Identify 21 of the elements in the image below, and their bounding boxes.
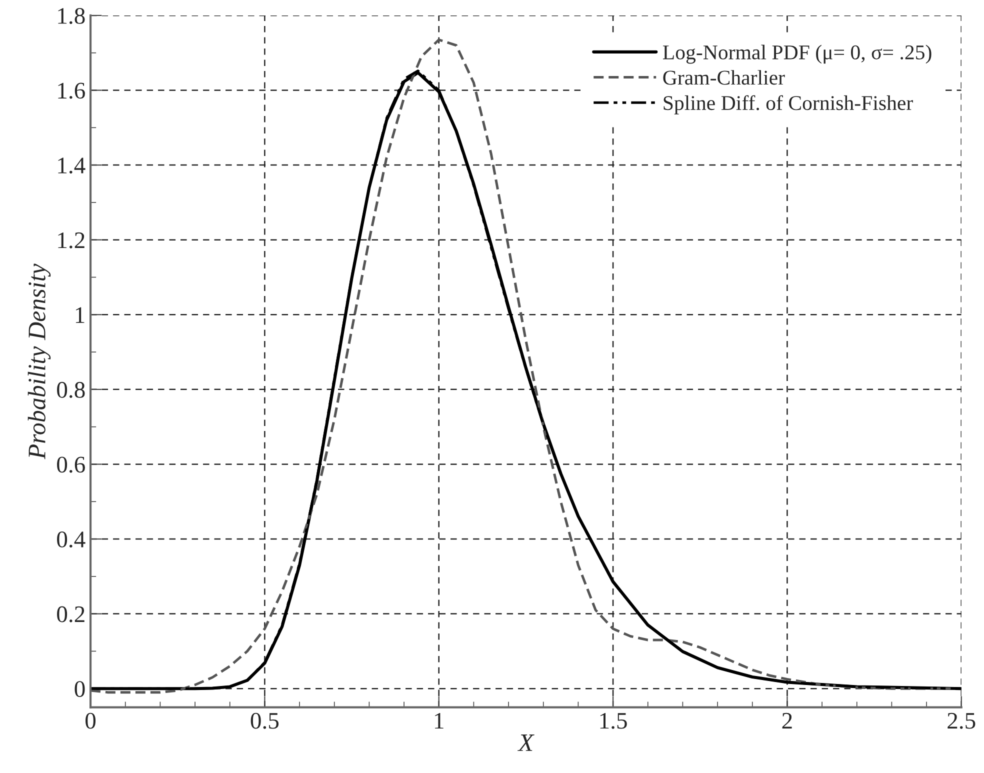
y-tick-label: 1.8 [58, 8, 85, 24]
y-axis-title: Probability Density [28, 264, 51, 460]
x-tick-label: 2 [782, 712, 792, 729]
legend-label: Gram-Charlier [663, 70, 785, 85]
y-tick-label: 1.2 [58, 232, 84, 248]
y-tick-label: 0.2 [57, 606, 84, 622]
x-tick-label: 0.5 [250, 712, 279, 729]
x-tick-label: 1 [435, 712, 444, 729]
legend-label: Log-Normal PDF (μ= 0, σ= .25) [662, 44, 932, 64]
y-tick-label: 1 [76, 307, 84, 323]
x-axis-title: X [517, 734, 534, 751]
x-tick-label: 1.5 [600, 712, 627, 729]
legend-label: Spline Diff. of Cornish-Fisher [664, 95, 913, 114]
x-tick-label: 0 [86, 712, 96, 729]
y-tick-label: 0.6 [57, 456, 85, 473]
y-tick-label: 0 [74, 681, 85, 698]
y-tick-label: 0.8 [57, 382, 85, 398]
y-tick-label: 0.4 [57, 532, 86, 548]
y-tick-label: 1.4 [58, 158, 86, 174]
x-tick-label: 2.5 [948, 712, 976, 729]
y-tick-label: 1.6 [58, 82, 85, 99]
